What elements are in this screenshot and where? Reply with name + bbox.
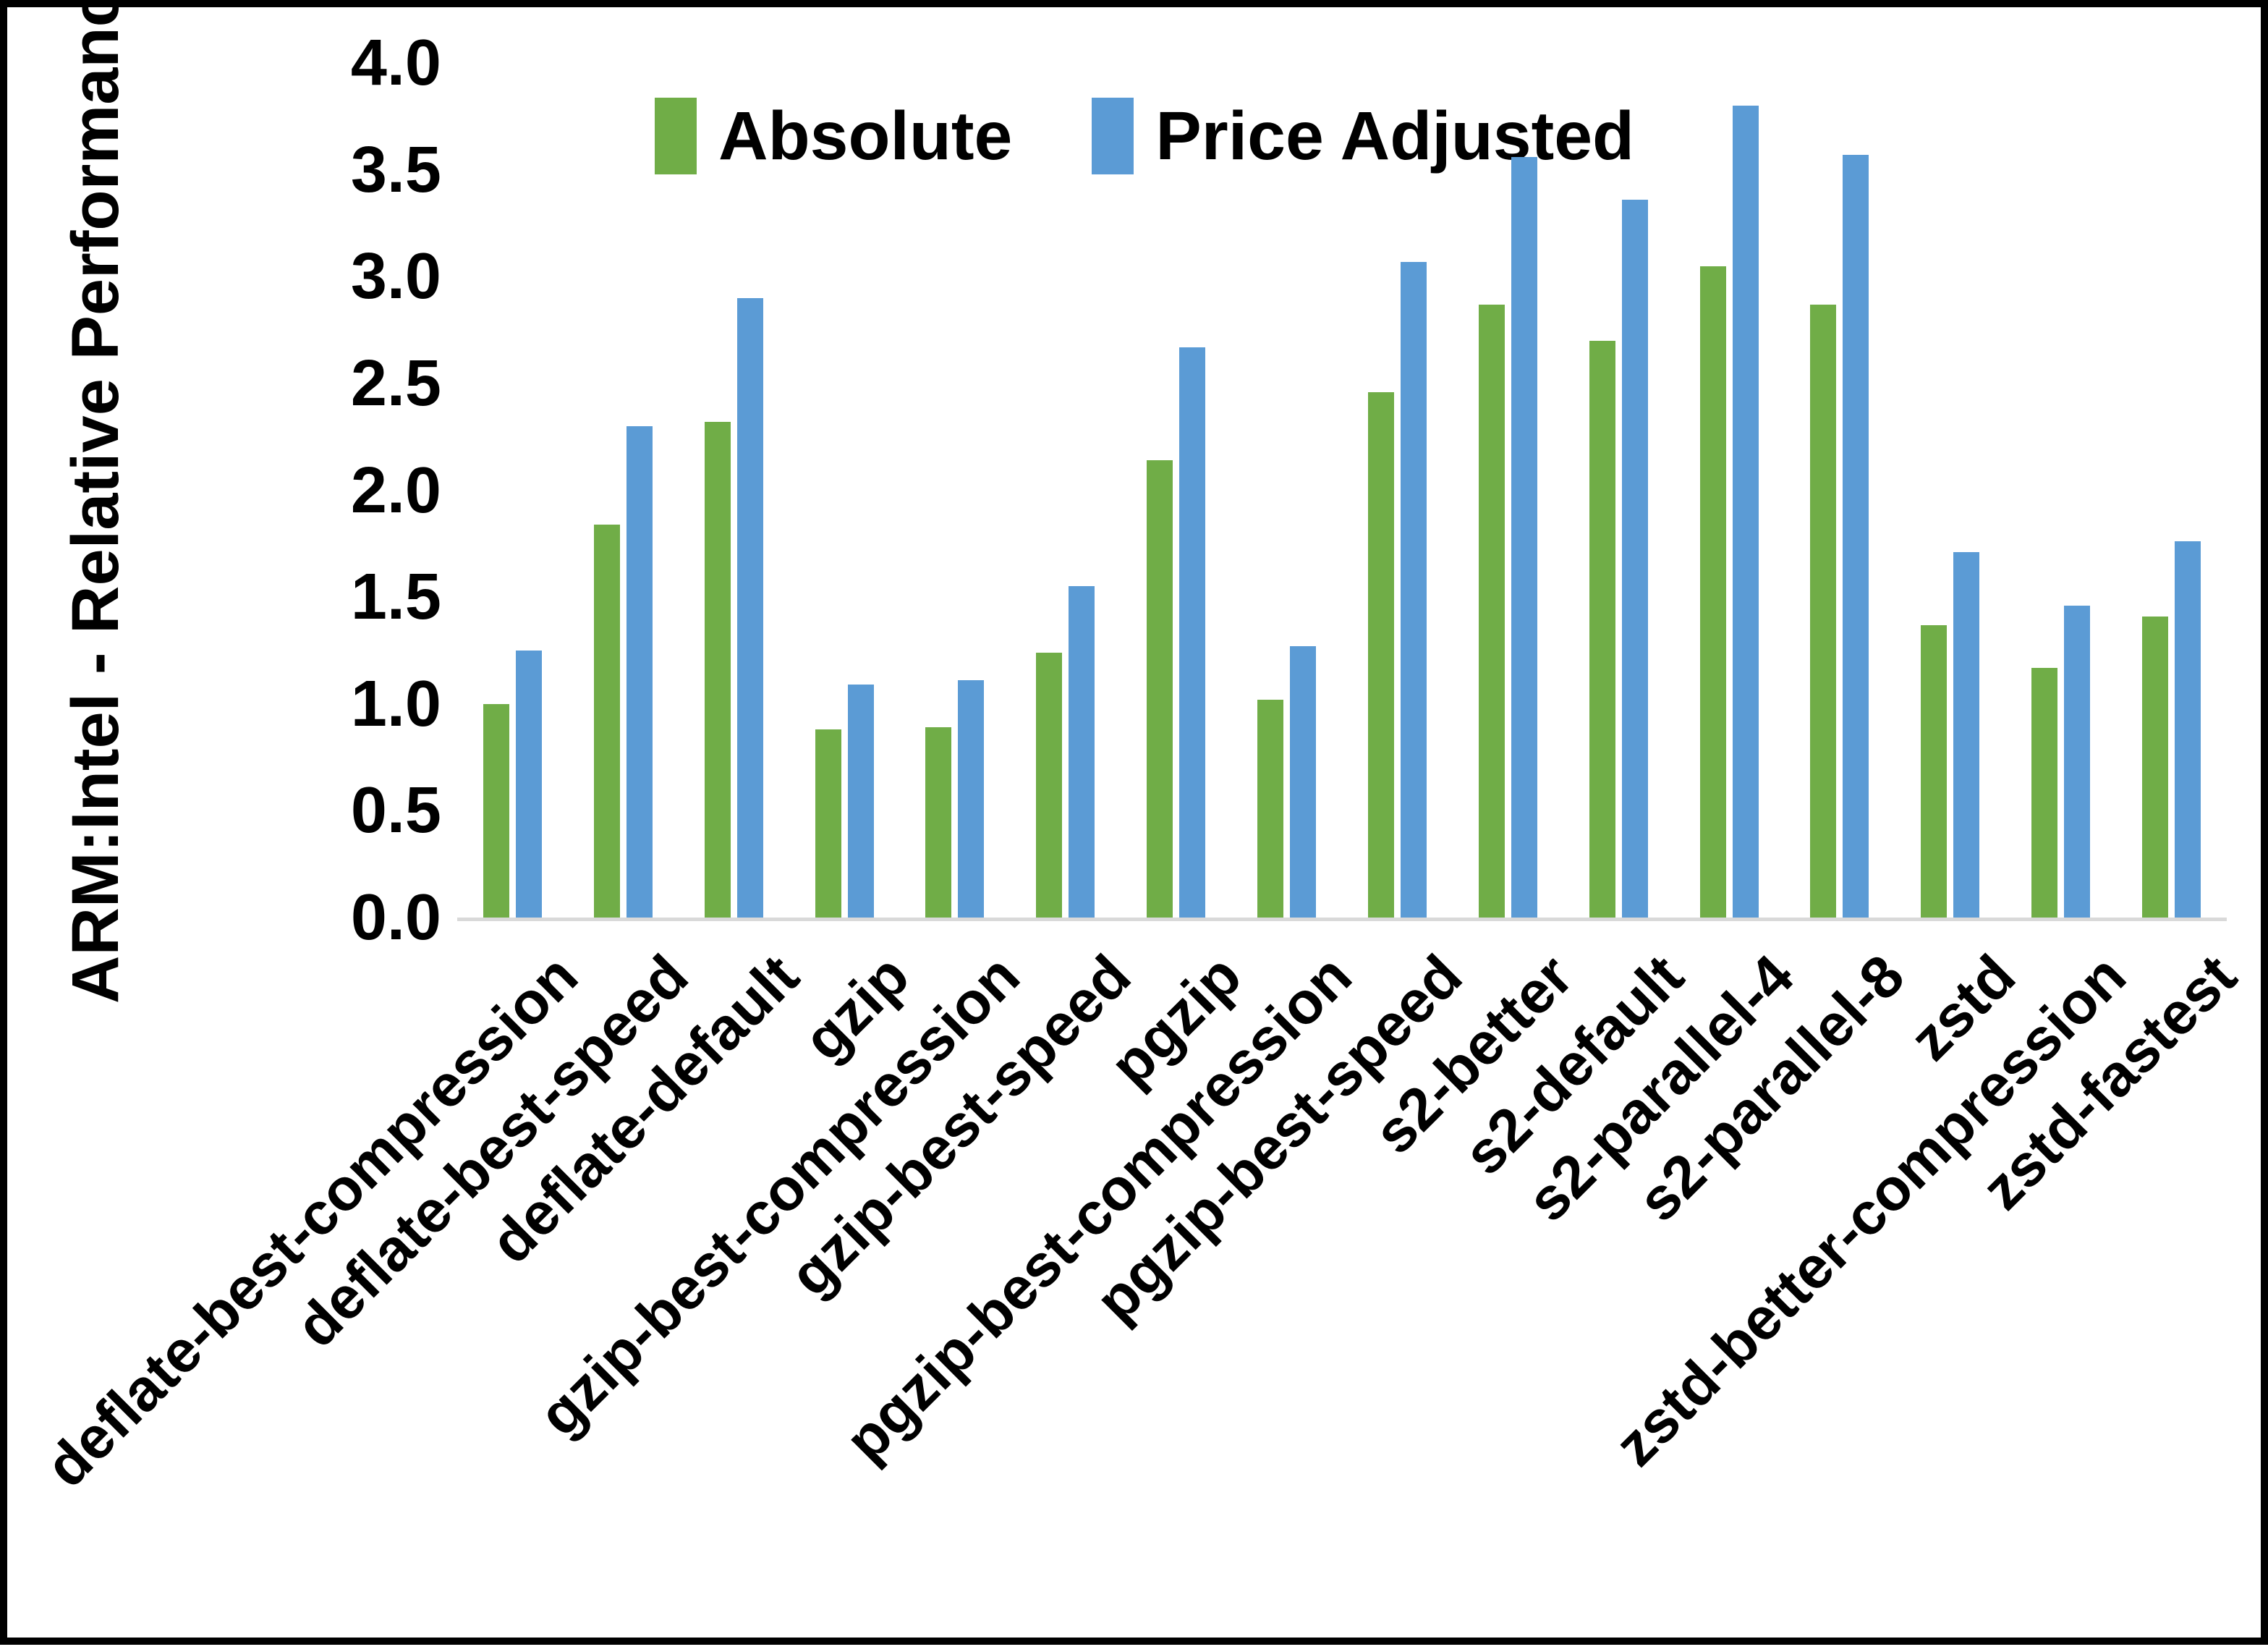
y-tick-label: 2.5 bbox=[350, 347, 441, 420]
bar-price-adjusted-gzip-best-speed bbox=[1069, 586, 1095, 918]
bar-absolute-s2-parallel-8 bbox=[1810, 304, 1837, 918]
x-category-label-zstd-fastest: zstd-fastest bbox=[1969, 942, 2249, 1223]
x-category-label-zstd: zstd bbox=[1897, 942, 2028, 1074]
y-tick-label: 1.0 bbox=[350, 667, 441, 740]
bar-group-gzip-best-speed bbox=[1010, 63, 1121, 918]
legend-label-price-adjusted: Price Adjusted bbox=[1155, 97, 1635, 174]
x-category-label-pgzip-best-speed: pgzip-best-speed bbox=[1083, 942, 1475, 1334]
bar-price-adjusted-deflate-best-speed bbox=[626, 425, 653, 918]
bar-absolute-zstd bbox=[1921, 624, 1948, 918]
bar-price-adjusted-s2-better bbox=[1511, 156, 1537, 918]
bar-price-adjusted-s2-parallel-8 bbox=[1843, 154, 1869, 918]
bar-price-adjusted-pgzip-best-compression bbox=[1290, 646, 1317, 918]
bar-absolute-s2-default bbox=[1589, 340, 1615, 918]
x-category-label-s2-parallel-4: s2-parallel-4 bbox=[1515, 942, 1807, 1234]
bar-group-gzip bbox=[789, 63, 900, 918]
bar-price-adjusted-deflate-default bbox=[736, 297, 763, 918]
bar-price-adjusted-pgzip-best-speed bbox=[1400, 261, 1427, 918]
y-tick-label: 4.0 bbox=[350, 27, 441, 99]
bar-price-adjusted-s2-default bbox=[1621, 199, 1648, 918]
x-category-label-s2-better: s2-better bbox=[1362, 942, 1586, 1166]
bar-absolute-pgzip bbox=[1147, 460, 1173, 918]
x-category-label-deflate-default: deflate-default bbox=[477, 942, 812, 1276]
bar-price-adjusted-gzip bbox=[847, 685, 874, 918]
bar-absolute-deflate-best-speed bbox=[593, 524, 620, 918]
bar-group-pgzip-best-speed bbox=[1342, 63, 1453, 918]
bar-absolute-s2-parallel-4 bbox=[1699, 266, 1726, 918]
bar-absolute-deflate-best-compression bbox=[483, 703, 509, 918]
y-tick-label: 0.0 bbox=[350, 881, 441, 954]
bar-absolute-s2-better bbox=[1478, 304, 1505, 918]
bar-group-deflate-best-compression bbox=[457, 63, 568, 918]
y-axis-tick-labels: 0.0 0.5 1.0 1.5 2.0 2.5 3.0 3.5 4.0 bbox=[7, 7, 441, 1020]
bar-price-adjusted-zstd-better-compression bbox=[2064, 605, 2091, 918]
y-tick-label: 3.0 bbox=[350, 240, 441, 313]
bar-group-deflate-default bbox=[679, 63, 789, 918]
bar-price-adjusted-pgzip bbox=[1179, 347, 1206, 918]
bar-absolute-gzip bbox=[815, 729, 841, 918]
bar-group-zstd-fastest bbox=[2116, 63, 2227, 918]
bar-absolute-zstd-fastest bbox=[2142, 616, 2169, 918]
bar-absolute-gzip-best-compression bbox=[925, 727, 952, 918]
y-tick-label: 2.0 bbox=[350, 454, 441, 527]
x-category-label-pgzip-best-compression: pgzip-best-compression bbox=[833, 942, 1364, 1475]
bar-group-s2-parallel-8 bbox=[1785, 63, 1895, 918]
bar-group-gzip-best-compression bbox=[900, 63, 1011, 918]
bar-price-adjusted-s2-parallel-4 bbox=[1732, 106, 1759, 918]
bar-group-zstd-better-compression bbox=[2005, 63, 2116, 918]
bar-absolute-deflate-default bbox=[704, 422, 731, 918]
x-category-label-gzip: gzip bbox=[791, 942, 922, 1073]
bar-group-s2-better bbox=[1453, 63, 1563, 918]
plot-area bbox=[457, 63, 2227, 921]
y-tick-label: 0.5 bbox=[350, 774, 441, 847]
x-category-label-gzip-best-speed: gzip-best-speed bbox=[777, 942, 1143, 1309]
x-category-label-gzip-best-compression: gzip-best-compression bbox=[526, 942, 1032, 1449]
bar-group-s2-parallel-4 bbox=[1674, 63, 1785, 918]
y-tick-label: 1.5 bbox=[350, 561, 441, 634]
bar-price-adjusted-deflate-best-compression bbox=[515, 650, 542, 918]
bar-price-adjusted-zstd bbox=[1953, 552, 1980, 918]
x-category-label-deflate-best-compression: deflate-best-compression bbox=[33, 942, 590, 1500]
legend-item-price-adjusted: Price Adjusted bbox=[1092, 97, 1634, 176]
bar-absolute-zstd-better-compression bbox=[2031, 667, 2058, 918]
bar-group-pgzip bbox=[1121, 63, 1231, 918]
bar-price-adjusted-gzip-best-compression bbox=[958, 680, 985, 918]
y-tick-label: 3.5 bbox=[350, 133, 441, 206]
bar-group-s2-default bbox=[1563, 63, 1674, 918]
bar-group-pgzip-best-compression bbox=[1231, 63, 1342, 918]
legend-item-absolute: Absolute bbox=[655, 97, 1012, 176]
bar-group-deflate-best-speed bbox=[568, 63, 679, 918]
x-category-label-zstd-better-compression: zstd-better-compression bbox=[1602, 942, 2139, 1479]
x-category-label-s2-default: s2-default bbox=[1451, 942, 1696, 1187]
bar-price-adjusted-zstd-fastest bbox=[2175, 541, 2201, 918]
x-category-label-pgzip: pgzip bbox=[1097, 942, 1254, 1099]
legend: Absolute Price Adjusted bbox=[655, 93, 1634, 179]
bar-group-zstd bbox=[1895, 63, 2005, 918]
bar-absolute-gzip-best-speed bbox=[1036, 652, 1063, 918]
legend-swatch-absolute-icon bbox=[655, 98, 697, 174]
bar-absolute-pgzip-best-compression bbox=[1257, 699, 1284, 918]
legend-swatch-price-adjusted-icon bbox=[1092, 98, 1134, 174]
legend-label-absolute: Absolute bbox=[718, 97, 1013, 174]
x-category-label-s2-parallel-8: s2-parallel-8 bbox=[1626, 942, 1917, 1234]
bar-absolute-pgzip-best-speed bbox=[1367, 391, 1394, 918]
